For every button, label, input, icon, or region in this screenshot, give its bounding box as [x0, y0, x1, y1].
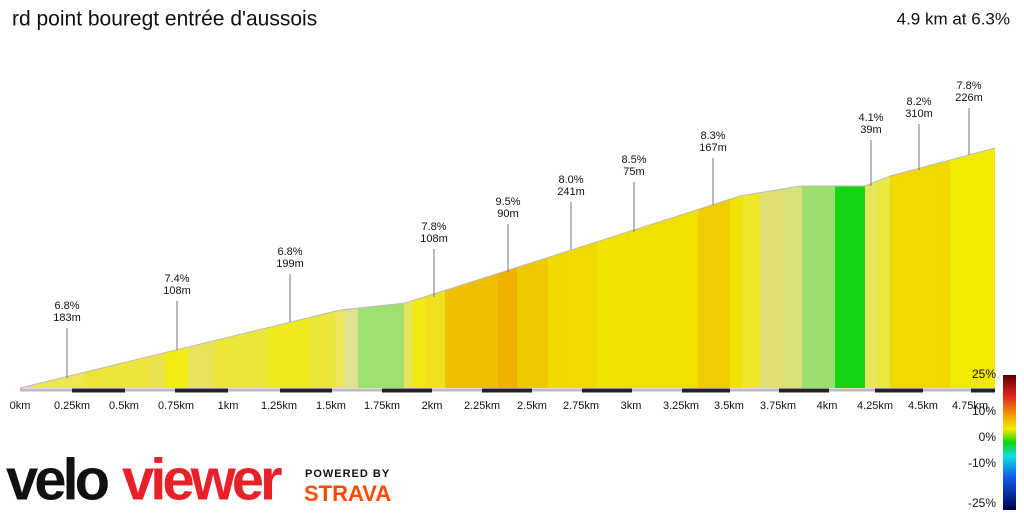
annotation-grade: 8.2%: [906, 96, 931, 108]
grade-strip: [85, 148, 149, 388]
km-dash: [482, 388, 532, 393]
x-axis-label: 2.75km: [563, 400, 599, 412]
grade-strip: [865, 148, 878, 388]
grade-strip: [548, 148, 598, 388]
grade-strip: [310, 148, 336, 388]
title: rd point bouregt entrée d'aussois: [12, 8, 317, 31]
annotation-grade: 7.4%: [164, 273, 189, 285]
annotation-length: 167m: [699, 142, 727, 154]
x-axis-label: 1.75km: [364, 400, 400, 412]
km-dash: [971, 388, 995, 393]
x-axis-label: 3.25km: [663, 400, 699, 412]
grade-strip: [877, 148, 891, 388]
grade-strip: [335, 148, 346, 388]
grade-strip: [890, 148, 951, 388]
km-dash: [582, 388, 632, 393]
x-axis-label: 4.25km: [857, 400, 893, 412]
x-axis-label: 0.75km: [158, 400, 194, 412]
annotation-grade: 6.8%: [277, 246, 302, 258]
annotation-length: 226m: [955, 92, 983, 104]
logo-velo: velo: [6, 447, 109, 512]
grade-strip: [213, 148, 269, 388]
annotation-grade: 8.3%: [700, 130, 725, 142]
annotation-length: 108m: [420, 233, 448, 245]
annotation-length: 39m: [860, 124, 881, 136]
summary: 4.9 km at 6.3%: [897, 9, 1010, 28]
annotation-grade: 9.5%: [495, 196, 520, 208]
legend-label: -25%: [968, 496, 996, 510]
annotation-grade: 8.0%: [558, 174, 583, 186]
grade-strip: [742, 148, 761, 388]
grade-strip: [404, 148, 413, 388]
km-dash: [175, 388, 228, 393]
x-axis-label: 1km: [218, 400, 239, 412]
annotation-length: 183m: [53, 312, 81, 324]
logo: velo viewer POWERED BY STRAVA: [6, 447, 391, 512]
annotation-grade: 7.8%: [421, 221, 446, 233]
legend-label: -10%: [968, 456, 996, 470]
legend-label: 0%: [979, 430, 997, 444]
grade-strip: [345, 148, 359, 388]
grade-strip: [760, 148, 786, 388]
grade-strip: [597, 148, 626, 388]
powered-by: POWERED BY: [305, 468, 390, 480]
annotation-grade: 6.8%: [54, 300, 79, 312]
grade-strip: [412, 148, 426, 388]
annotation-length: 199m: [276, 258, 304, 270]
annotation-length: 90m: [497, 208, 518, 220]
grade-strip: [730, 148, 743, 388]
logo-viewer: viewer: [122, 447, 282, 512]
x-axis-label: 0km: [10, 400, 31, 412]
grade-strip: [835, 148, 866, 388]
grade-strip: [785, 148, 803, 388]
x-axis-label: 4km: [817, 400, 838, 412]
grade-strip: [802, 148, 836, 388]
grade-strip: [445, 148, 499, 388]
km-dash: [382, 388, 432, 393]
x-axis-label: 2.25km: [464, 400, 500, 412]
strava: STRAVA: [304, 481, 391, 506]
grade-strip: [950, 148, 995, 388]
grade-strip: [625, 148, 699, 388]
x-axis-label: 3km: [621, 400, 642, 412]
grade-strip: [517, 148, 549, 388]
legend-label: 10%: [972, 404, 996, 418]
x-axis-label: 1.25km: [261, 400, 297, 412]
profile-outline: [19, 147, 996, 389]
annotation-grade: 8.5%: [621, 154, 646, 166]
x-axis-label: 2.5km: [517, 400, 547, 412]
x-axis-label: 2km: [422, 400, 443, 412]
grade-strip: [20, 148, 86, 388]
x-axis-label: 4.5km: [908, 400, 938, 412]
km-dashes: [72, 388, 995, 393]
km-dash: [72, 388, 125, 393]
km-dash: [875, 388, 923, 393]
grade-strip: [425, 148, 446, 388]
km-dash: [682, 388, 730, 393]
km-dash: [280, 388, 332, 393]
x-axis-label: 0.5km: [109, 400, 139, 412]
annotation-length: 310m: [905, 108, 933, 120]
annotation-grade: 7.8%: [956, 80, 981, 92]
x-axis-label: 3.5km: [714, 400, 744, 412]
gradient-legend-bar: [1003, 375, 1016, 510]
annotation-length: 241m: [557, 186, 585, 198]
x-axis-label: 1.5km: [316, 400, 346, 412]
km-dash: [779, 388, 829, 393]
x-axis-label: 0.25km: [54, 400, 90, 412]
x-axis-label: 3.75km: [760, 400, 796, 412]
annotation-length: 108m: [163, 285, 191, 297]
legend-label: 25%: [972, 367, 996, 381]
annotation-grade: 4.1%: [858, 112, 883, 124]
annotation-length: 75m: [623, 166, 644, 178]
grade-strip: [148, 148, 166, 388]
x-axis-label: 4.75km: [952, 400, 988, 412]
grade-strip: [358, 148, 405, 388]
